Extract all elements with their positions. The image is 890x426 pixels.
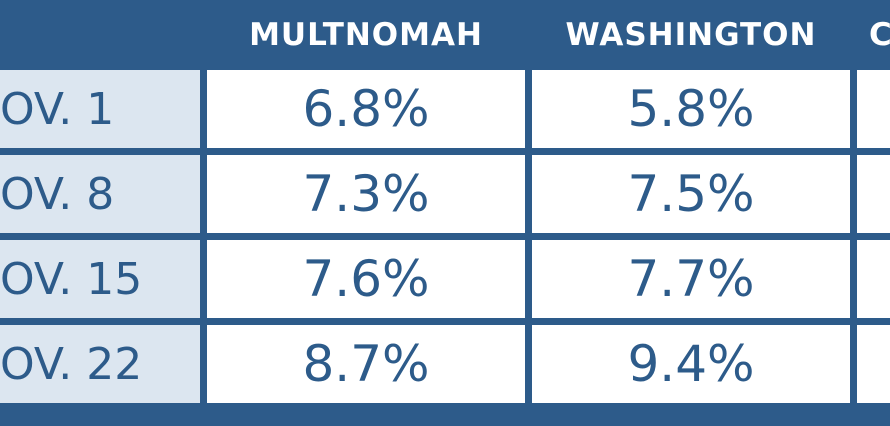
row-label: OV. 8 xyxy=(0,155,200,233)
row-label: OV. 15 xyxy=(0,240,200,318)
row-label: OV. 1 xyxy=(0,70,200,148)
value-cell: 7.6% xyxy=(207,240,525,318)
cropped-cell xyxy=(857,240,890,318)
row-label: OV. 22 xyxy=(0,325,200,403)
value-cell: 6.8% xyxy=(207,70,525,148)
cropped-cell xyxy=(857,325,890,403)
value-cell: 7.5% xyxy=(532,155,850,233)
value-cell: 9.4% xyxy=(532,325,850,403)
value-cell: 7.3% xyxy=(207,155,525,233)
column-header: WASHINGTON xyxy=(565,17,817,53)
value-cell: 7.7% xyxy=(532,240,850,318)
cropped-cell xyxy=(857,155,890,233)
column-header: MULTNOMAH xyxy=(249,17,483,53)
column-header: C xyxy=(869,17,890,53)
cropped-cell xyxy=(857,70,890,148)
value-cell: 8.7% xyxy=(207,325,525,403)
value-cell: 5.8% xyxy=(532,70,850,148)
